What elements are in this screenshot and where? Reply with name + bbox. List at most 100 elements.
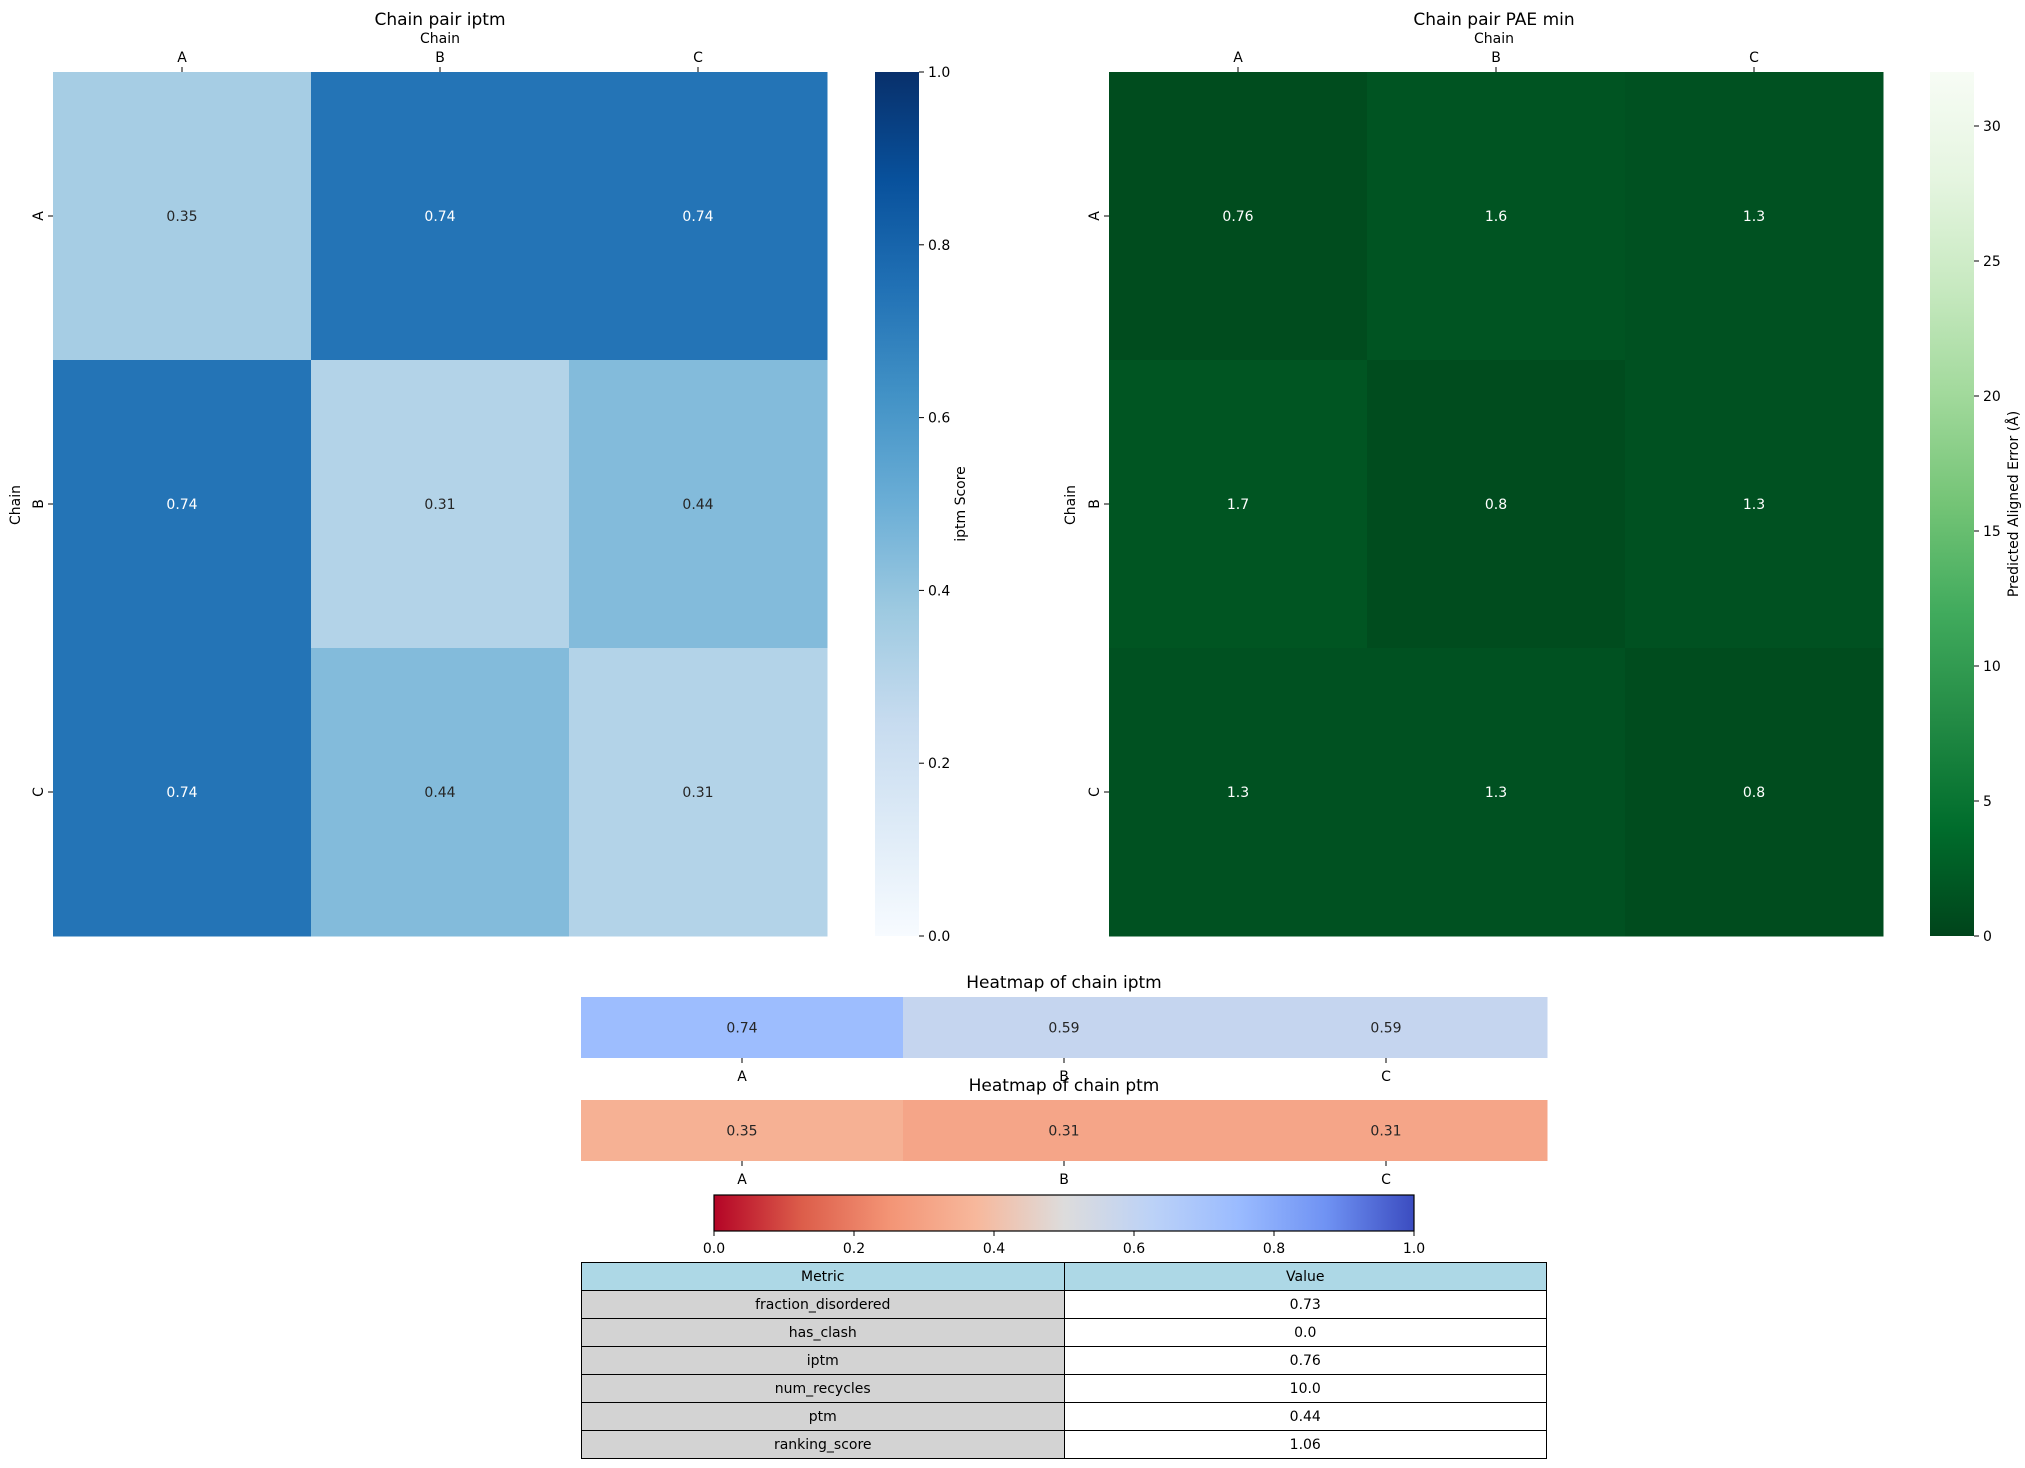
cell-value-label: 0.44	[682, 497, 713, 513]
colorbar-tick-label: 0.8	[928, 238, 950, 254]
colorbar-tick-label: 0.2	[843, 1241, 865, 1257]
pae-colorbar: Predicted Aligned Error (Å) 0 5 10 15 20 25 30	[1930, 72, 2022, 945]
heatmap-cell	[53, 360, 312, 649]
chain-iptm-heatmap: Heatmap of chain iptm 0.74 0.59 0.59 A B C	[581, 973, 1548, 1085]
y-tick-label: C	[31, 787, 47, 797]
x-axis-label: Chain	[420, 31, 460, 47]
colorbar-gradient	[713, 1194, 1415, 1232]
y-tick-label: B	[1087, 499, 1103, 509]
heatmap-cell	[569, 72, 828, 361]
cell-value-label: 0.59	[1048, 1021, 1079, 1037]
chain-pair-pae-min-heatmap: Chain pair PAE min Chain Chain 0.76 1.6 1.…	[1063, 10, 1884, 937]
value-cell: 10.0	[1063, 1374, 1547, 1403]
cell-value-label: 0.8	[1485, 497, 1507, 513]
value-cell: 0.0	[1063, 1318, 1547, 1347]
chart-title: Heatmap of chain ptm	[969, 1076, 1160, 1096]
metrics-table: Metric Value fraction_disordered 0.73 has…	[581, 1262, 1547, 1459]
x-tick-label: C	[1381, 1172, 1391, 1188]
heatmap-cell	[53, 72, 312, 361]
heatmap-cell	[53, 648, 312, 937]
colorbar-tick-label: 0.8	[1263, 1241, 1285, 1257]
heatmap-cell	[569, 360, 828, 649]
colorbar-gradient	[875, 72, 919, 936]
x-tick-label: B	[1059, 1069, 1069, 1085]
coolwarm-colorbar: 0.0 0.2 0.4 0.6 0.8 1.0	[703, 1194, 1425, 1257]
colorbar-tick-label: 0.0	[928, 929, 950, 945]
y-axis-label: Chain	[8, 485, 24, 525]
heatmap-cell	[1225, 1100, 1548, 1161]
x-tick-label: B	[1491, 50, 1501, 66]
cell-value-label: 0.35	[166, 209, 197, 225]
table-row: has_clash 0.0	[581, 1318, 1547, 1347]
x-axis-label: Chain	[1474, 31, 1514, 47]
heatmap-cell	[903, 997, 1226, 1058]
heatmap-cell	[581, 997, 904, 1058]
heatmap-cell	[1367, 648, 1626, 937]
metric-cell: has_clash	[581, 1318, 1065, 1347]
heatmap-cell	[1109, 72, 1368, 361]
heatmap-cell	[1109, 648, 1368, 937]
heatmap-cell	[903, 1100, 1226, 1161]
y-tick-label: A	[1087, 211, 1103, 221]
cell-value-label: 0.76	[1222, 209, 1253, 225]
colorbar-tick-label: 0.0	[703, 1241, 725, 1257]
chain-ptm-heatmap: Heatmap of chain ptm 0.35 0.31 0.31 A B C	[581, 1076, 1548, 1188]
colorbar-tick-label: 1.0	[1403, 1241, 1425, 1257]
cell-value-label: 1.6	[1485, 209, 1507, 225]
metric-cell: fraction_disordered	[581, 1290, 1065, 1319]
x-tick-label: A	[737, 1069, 747, 1085]
heatmap-cell	[1367, 72, 1626, 361]
colorbar-tick-label: 0.4	[928, 583, 950, 599]
colorbar-tick-label: 0	[1983, 929, 1992, 945]
heatmap-cell	[311, 360, 570, 649]
cell-value-label: 0.74	[166, 785, 197, 801]
chart-title: Chain pair PAE min	[1413, 10, 1574, 30]
cell-value-label: 0.8	[1743, 785, 1765, 801]
cell-value-label: 0.35	[726, 1124, 757, 1140]
cell-value-label: 0.31	[682, 785, 713, 801]
y-axis-label: Chain	[1063, 485, 1079, 525]
table-row: ptm 0.44	[581, 1402, 1547, 1431]
colorbar-tick-label: 25	[1983, 254, 2001, 270]
cell-value-label: 0.44	[424, 785, 455, 801]
colorbar-tick-label: 15	[1983, 524, 2001, 540]
table-row: fraction_disordered 0.73	[581, 1290, 1547, 1319]
heatmap-cell	[581, 1100, 904, 1161]
heatmap-cell	[311, 648, 570, 937]
y-tick-label: C	[1087, 787, 1103, 797]
colorbar-tick-label: 30	[1983, 119, 2001, 135]
metric-cell: ranking_score	[581, 1430, 1065, 1459]
x-tick-label: A	[177, 50, 187, 66]
heatmap-cell	[569, 648, 828, 937]
cell-value-label: 0.59	[1370, 1021, 1401, 1037]
cell-value-label: 0.74	[166, 497, 197, 513]
cell-value-label: 1.3	[1227, 785, 1249, 801]
metric-cell: ptm	[581, 1402, 1065, 1431]
cell-value-label: 0.74	[726, 1021, 757, 1037]
cell-value-label: 1.3	[1743, 209, 1765, 225]
heatmap-cell	[311, 72, 570, 361]
y-tick-label: B	[31, 499, 47, 509]
table-row: num_recycles 10.0	[581, 1374, 1547, 1403]
metric-cell: num_recycles	[581, 1374, 1065, 1403]
x-tick-label: C	[693, 50, 703, 66]
x-tick-label: B	[435, 50, 445, 66]
cell-value-label: 0.74	[424, 209, 455, 225]
heatmap-cell	[1367, 360, 1626, 649]
heatmap-cell	[1109, 360, 1368, 649]
cell-value-label: 0.31	[424, 497, 455, 513]
x-tick-label: B	[1059, 1172, 1069, 1188]
heatmap-cell	[1625, 72, 1884, 361]
heatmap-cell	[1625, 360, 1884, 649]
y-tick-label: A	[31, 211, 47, 221]
table-row: ranking_score 1.06	[581, 1430, 1547, 1459]
heatmap-cell	[1625, 648, 1884, 937]
colorbar-tick-label: 0.4	[983, 1241, 1005, 1257]
table-header-row: Metric Value	[581, 1262, 1547, 1291]
heatmap-cell	[1225, 997, 1548, 1058]
cell-value-label: 0.31	[1370, 1124, 1401, 1140]
column-header-value: Value	[1063, 1262, 1547, 1291]
colorbar-tick-label: 10	[1983, 659, 2001, 675]
value-cell: 0.44	[1063, 1402, 1547, 1431]
